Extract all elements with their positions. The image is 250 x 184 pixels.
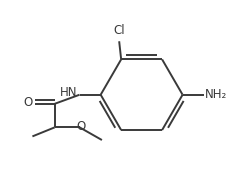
Text: NH₂: NH₂	[204, 88, 226, 101]
Text: O: O	[76, 120, 85, 133]
Text: Cl: Cl	[113, 24, 124, 37]
Text: O: O	[23, 96, 32, 109]
Text: HN: HN	[59, 86, 77, 98]
